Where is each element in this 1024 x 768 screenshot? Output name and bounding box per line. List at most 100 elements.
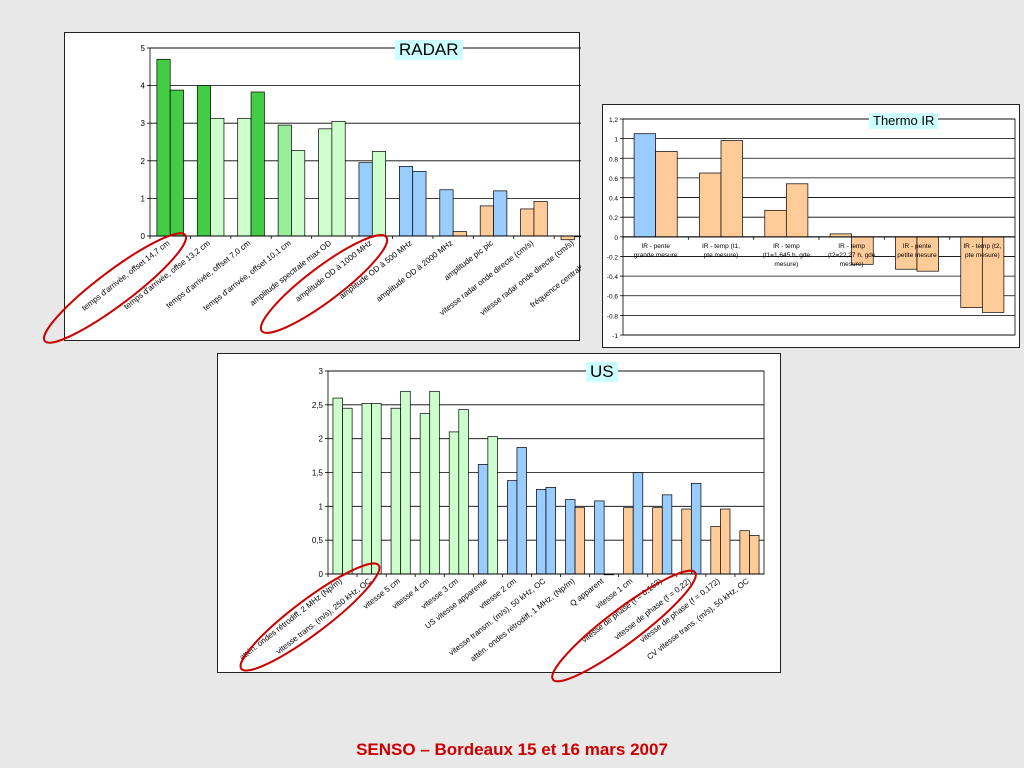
y-tick-label: 0	[319, 570, 324, 579]
category-label: IR - temp (t2, pte mesure)	[963, 243, 1001, 259]
bar	[749, 535, 760, 575]
bar	[565, 499, 576, 575]
y-tick-label: 0,5	[312, 536, 324, 545]
bar	[237, 117, 252, 237]
bar	[361, 403, 372, 575]
bar	[331, 120, 346, 237]
bar	[720, 508, 731, 575]
bar	[785, 183, 809, 238]
y-tick-label: 2	[141, 157, 146, 166]
bar	[764, 209, 787, 238]
category-label: IR - pente petite mesure	[897, 243, 937, 259]
bar	[358, 162, 373, 237]
y-tick-label: 1	[141, 194, 146, 203]
category-label: IR - temp (t1=1,645 h, gde mesure)	[763, 243, 811, 268]
bar	[690, 482, 702, 575]
y-tick-label: 0.6	[609, 176, 618, 183]
bar	[506, 480, 518, 575]
y-tick-label: -0.4	[607, 274, 619, 281]
bar	[156, 58, 171, 237]
bar	[477, 464, 489, 575]
category-label: IR - temp (t2=22,27 h, gde mesure)	[828, 243, 876, 268]
category-label: attén. ondes rétrodiff, 2 MHz (Np/m)	[238, 576, 344, 662]
y-tick-label: 3	[319, 367, 324, 376]
thermo-ir-chart: -1 -0.8 -0.6 -0.4 -0.2 0 0.2 0.4 0.6 0.8 1 1,2 IR - …	[607, 117, 1016, 340]
bar	[655, 151, 678, 238]
bar	[720, 140, 743, 238]
bar	[479, 205, 494, 237]
bar	[710, 526, 721, 575]
bar	[739, 530, 750, 575]
bar	[210, 117, 225, 237]
bar	[574, 507, 586, 575]
bar	[196, 85, 211, 237]
bar	[536, 489, 547, 575]
bar	[452, 231, 467, 237]
bar	[399, 166, 414, 237]
y-tick-label: 0.2	[609, 215, 618, 222]
slide-footer: SENSO – Bordeaux 15 et 16 mars 2007	[356, 740, 668, 759]
bar	[371, 403, 382, 575]
us-chart-panel: 0 0,5 1 1,5 2 2,5 3 attén. ondes rétrodiff, 2 M…	[217, 353, 781, 673]
bar	[520, 208, 535, 237]
y-tick-label: -0.8	[607, 313, 619, 320]
y-tick-label: 1	[319, 502, 324, 511]
us-chart-title: US	[586, 362, 618, 383]
y-tick-label: -0.6	[607, 294, 619, 301]
bar	[277, 124, 292, 237]
bar	[458, 409, 469, 575]
bar	[448, 431, 460, 575]
bar	[594, 500, 605, 575]
bar	[342, 407, 353, 575]
y-tick-label: -0.2	[607, 254, 619, 261]
bar	[652, 507, 663, 575]
thermo-ir-chart-panel: -1 -0.8 -0.6 -0.4 -0.2 0 0.2 0.4 0.6 0.8 1 1,2 IR - …	[602, 104, 1020, 348]
bar	[516, 447, 527, 575]
bar	[429, 390, 440, 575]
bar	[332, 397, 343, 575]
bar	[419, 413, 431, 575]
radar-chart-title: RADAR	[395, 40, 463, 61]
bar	[371, 151, 386, 237]
y-tick-label: 2	[319, 435, 324, 444]
bar	[400, 390, 411, 575]
bar	[318, 128, 333, 237]
y-tick-label: 3	[141, 119, 146, 128]
bar	[545, 487, 556, 575]
bar	[681, 508, 692, 575]
y-tick-label: 0.4	[609, 196, 618, 203]
category-label: amplitude OD à 500 MHz	[338, 238, 414, 300]
radar-chart-panel: 0 1 2 3 4 5 temps d'arrivée, offset 14,7 cm tem…	[64, 32, 581, 341]
bar	[632, 472, 644, 575]
category-label: amplitude OD à 2000 MHz	[375, 238, 455, 303]
category-label: amplitude OD à 1000 MHz	[294, 238, 374, 303]
y-tick-label: 4	[141, 82, 146, 91]
y-tick-label: 1,2	[609, 117, 618, 124]
category-label: IR - pente grande mesure	[634, 243, 678, 259]
y-tick-label: 0	[614, 235, 618, 242]
y-tick-label: 1,5	[312, 469, 324, 478]
bar	[439, 189, 454, 237]
y-tick-label: 5	[141, 44, 146, 53]
bar	[250, 91, 265, 237]
bar	[169, 89, 184, 237]
y-tick-label: 0	[141, 232, 146, 241]
bar	[623, 507, 634, 575]
bar	[412, 170, 427, 237]
bar	[493, 190, 508, 237]
bar	[390, 407, 402, 575]
bar	[699, 172, 722, 238]
y-tick-label: -1	[612, 333, 618, 340]
bar	[533, 201, 548, 237]
bar	[487, 436, 498, 575]
bar	[633, 133, 657, 238]
y-tick-label: 1	[614, 137, 618, 144]
bar	[291, 150, 306, 237]
us-chart: 0 0,5 1 1,5 2 2,5 3 attén. ondes rétrodiff, 2 M…	[238, 367, 765, 663]
plot-area	[622, 118, 1016, 336]
category-label: IR - temp (t1, pte mesure)	[702, 243, 740, 259]
bar	[661, 494, 673, 575]
category-label: amplitude spectrale max OD	[248, 238, 333, 307]
thermo-ir-chart-title: Thermo IR	[869, 113, 939, 129]
